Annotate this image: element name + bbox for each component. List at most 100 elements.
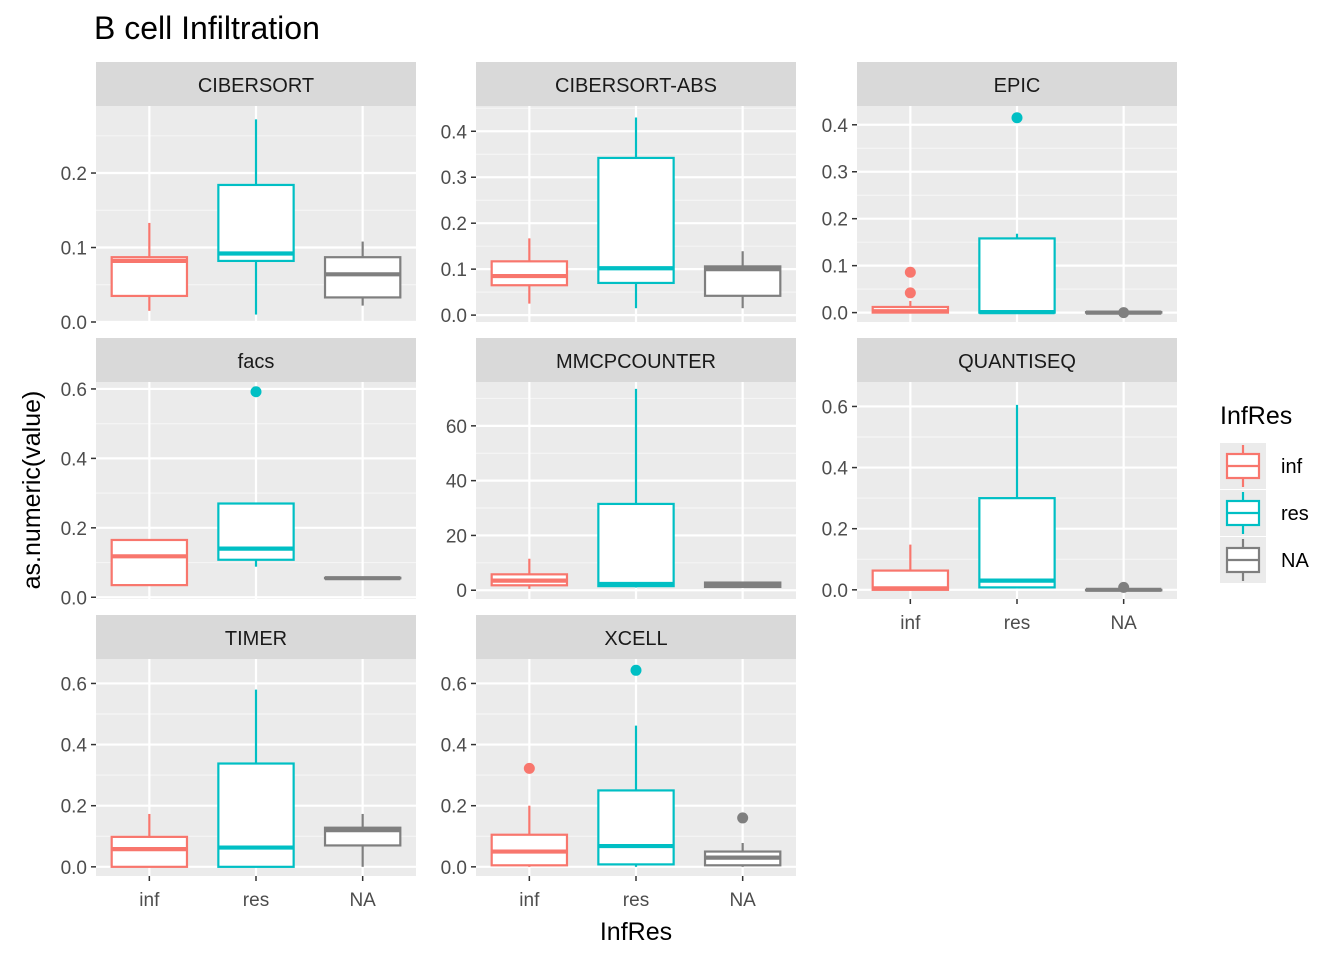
box-inf bbox=[871, 544, 950, 591]
y-tick-label: 0 bbox=[456, 581, 467, 602]
facet-strip-label: EPIC bbox=[994, 75, 1041, 97]
box-na bbox=[703, 812, 782, 867]
facet-panels: CIBERSORT 0.0 0.1 0.2 CIBERSORT-ABS 0.0 0.1 0.2… bbox=[61, 62, 1177, 911]
y-tick-label: 0.2 bbox=[822, 210, 848, 231]
outlier-point bbox=[523, 762, 535, 774]
x-tick-label: inf bbox=[900, 613, 921, 634]
y-tick-label: 40 bbox=[446, 472, 467, 493]
box-na bbox=[1084, 581, 1163, 593]
facet-panel-mmcpcounter: MMCPCOUNTER 0 20 40 60 bbox=[446, 338, 796, 602]
y-axis-title: as.numeric(value) bbox=[18, 391, 46, 590]
facet-strip-label: XCELL bbox=[604, 628, 667, 650]
legend-title: InfRes bbox=[1220, 402, 1292, 430]
legend-label: res bbox=[1281, 503, 1309, 525]
facet-strip-label: CIBERSORT-ABS bbox=[555, 75, 717, 97]
y-tick-label: 0.2 bbox=[61, 797, 87, 818]
box-body bbox=[217, 183, 295, 263]
outlier-point bbox=[1118, 307, 1130, 319]
box-res bbox=[597, 664, 675, 867]
legend-item-na: NA bbox=[1220, 537, 1309, 583]
x-tick-label: NA bbox=[729, 890, 756, 911]
y-tick-label: 0.6 bbox=[441, 674, 467, 695]
y-tick-label: 0.2 bbox=[441, 797, 467, 818]
box-res bbox=[217, 689, 295, 868]
facet-panel-timer: TIMER 0.0 0.2 0.4 0.6 inf res NA bbox=[61, 615, 416, 911]
y-tick-label: 0.2 bbox=[61, 519, 87, 540]
box-res bbox=[978, 112, 1056, 315]
x-tick-label: NA bbox=[1110, 613, 1137, 634]
y-tick-label: 0.6 bbox=[61, 380, 87, 401]
x-axis-title: InfRes bbox=[600, 918, 672, 946]
box-na bbox=[703, 251, 782, 309]
legend-item-inf: inf bbox=[1220, 443, 1303, 489]
outlier-point bbox=[904, 266, 916, 278]
chart-title: B cell Infiltration bbox=[94, 10, 320, 46]
y-tick-label: 0.0 bbox=[61, 858, 87, 879]
box-body bbox=[217, 502, 295, 561]
box-res bbox=[597, 117, 675, 309]
facet-panel-xcell: XCELL 0.0 0.2 0.4 0.6 inf res NA bbox=[441, 615, 796, 911]
y-tick-label: 0.2 bbox=[822, 520, 848, 541]
x-tick-label: res bbox=[1004, 613, 1030, 634]
y-tick-label: 0.6 bbox=[822, 397, 848, 418]
box-inf bbox=[110, 813, 189, 868]
y-tick-label: 0.0 bbox=[441, 858, 467, 879]
outlier-point bbox=[1011, 112, 1023, 124]
legend-label: NA bbox=[1281, 550, 1309, 572]
box-body bbox=[978, 497, 1056, 589]
facet-strip bbox=[857, 338, 1177, 382]
box-res bbox=[978, 404, 1056, 589]
box-na bbox=[323, 241, 402, 306]
box-body bbox=[110, 538, 189, 587]
y-tick-label: 0.2 bbox=[61, 164, 87, 185]
y-tick-label: 20 bbox=[446, 526, 467, 547]
y-tick-label: 0.4 bbox=[822, 459, 849, 480]
y-tick-label: 0.1 bbox=[441, 260, 467, 281]
x-tick-label: res bbox=[623, 890, 649, 911]
box-body bbox=[597, 502, 675, 588]
y-tick-label: 0.1 bbox=[61, 239, 87, 260]
facet-strip-label: MMCPCOUNTER bbox=[556, 351, 716, 373]
facet-panel-cibersort-abs: CIBERSORT-ABS 0.0 0.1 0.2 0.3 0.4 bbox=[441, 62, 796, 327]
y-tick-label: 0.0 bbox=[61, 588, 87, 609]
legend-label: inf bbox=[1281, 456, 1303, 478]
box-body bbox=[217, 762, 295, 868]
box-body bbox=[978, 237, 1056, 314]
box-body bbox=[110, 256, 189, 298]
x-tick-label: NA bbox=[349, 890, 376, 911]
facet-strip bbox=[96, 338, 416, 382]
outlier-point bbox=[630, 664, 642, 676]
box-inf bbox=[110, 222, 189, 311]
box-res bbox=[217, 119, 295, 315]
box-body bbox=[703, 265, 782, 297]
facet-strip bbox=[476, 615, 796, 659]
box-res bbox=[217, 386, 295, 567]
outlier-point bbox=[250, 386, 262, 398]
facet-strip-label: CIBERSORT bbox=[198, 75, 314, 97]
y-tick-label: 0.1 bbox=[822, 257, 848, 278]
y-tick-label: 0.4 bbox=[61, 449, 88, 470]
facet-strip-label: TIMER bbox=[225, 628, 287, 650]
legend-item-res: res bbox=[1220, 490, 1309, 536]
y-tick-label: 0.0 bbox=[61, 313, 87, 334]
facet-strip bbox=[96, 62, 416, 106]
y-tick-label: 0.4 bbox=[441, 122, 468, 143]
x-tick-label: inf bbox=[139, 890, 160, 911]
facet-panel-cibersort: CIBERSORT 0.0 0.1 0.2 bbox=[61, 62, 416, 334]
box-body bbox=[323, 256, 402, 299]
box-body bbox=[597, 156, 675, 285]
facet-panel-epic: EPIC 0.0 0.1 0.2 0.3 0.4 bbox=[822, 62, 1177, 325]
y-tick-label: 60 bbox=[446, 417, 467, 438]
y-tick-label: 0.3 bbox=[822, 163, 848, 184]
facet-strip bbox=[476, 338, 796, 382]
box-inf bbox=[490, 558, 569, 589]
box-inf bbox=[490, 238, 569, 304]
y-tick-label: 0.2 bbox=[441, 214, 467, 235]
legend: InfRes inf res NA bbox=[1220, 402, 1309, 583]
facet-panel-quantiseq: QUANTISEQ 0.0 0.2 0.4 0.6 inf res NA bbox=[822, 338, 1177, 634]
box-body bbox=[597, 789, 675, 866]
y-tick-label: 0.4 bbox=[822, 116, 849, 137]
x-tick-label: inf bbox=[519, 890, 540, 911]
facet-strip-label: QUANTISEQ bbox=[958, 351, 1076, 373]
